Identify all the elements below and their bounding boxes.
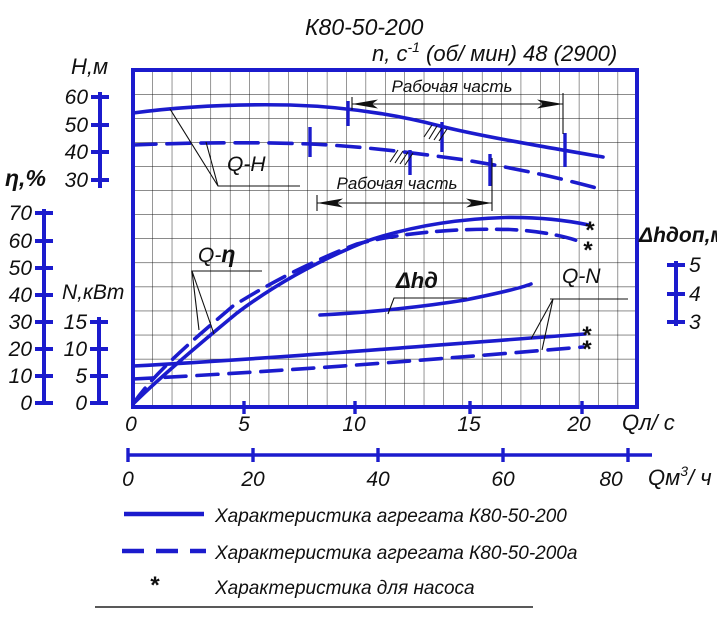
asterisk-n-solid: * <box>581 322 592 349</box>
npsh-axis-label: Δhдоп,м <box>638 224 717 247</box>
h-tick-50: 50 <box>65 114 89 137</box>
h-tick-30: 30 <box>65 169 89 192</box>
x-m3h-axis-label: Qм3/ ч <box>648 463 712 490</box>
working-range-arrow-unit <box>351 93 564 134</box>
working-range-label-mid: Рабочая часть <box>337 174 458 193</box>
npsh-label-leader <box>387 297 467 315</box>
x-m3h-tick-40: 40 <box>366 468 390 491</box>
curve-qeta-unit-a <box>131 227 583 406</box>
x-ls-tick-20: 20 <box>566 413 591 436</box>
pump-curve-asterisks: * * * * <box>581 217 595 363</box>
asterisk-eta-dashed: * <box>582 237 593 264</box>
n-tick-15: 15 <box>64 311 88 334</box>
npsh-tick-5: 5 <box>689 254 701 277</box>
working-range-arrow-unit-a <box>316 158 493 211</box>
n-axis-scale-bar <box>90 317 108 405</box>
eta-axis-label: η,% <box>5 165 46 191</box>
legend-label-unit: Характеристика агрегата К80-50-200 <box>214 506 567 527</box>
n-tick-5: 5 <box>75 365 87 388</box>
eta-tick-20: 20 <box>8 338 33 361</box>
asterisk-eta-solid: * <box>584 217 595 244</box>
x-ls-axis-label: Qл/ с <box>622 410 675 435</box>
eta-tick-50: 50 <box>9 257 33 280</box>
eta-axis-scale-bar <box>35 209 53 405</box>
curve-qh-unit-a <box>131 140 602 191</box>
eta-tick-0: 0 <box>20 392 32 415</box>
curve-qn-unit-a <box>131 345 585 381</box>
qeta-label-leader <box>191 270 262 335</box>
npsh-tick-4: 4 <box>689 283 701 306</box>
legend-asterisk-sample: * <box>149 572 160 599</box>
eta-tick-70: 70 <box>9 202 33 225</box>
curve-npsh <box>318 282 533 317</box>
npsh-axis-scale-bar <box>667 261 685 326</box>
qn-label-leader <box>530 298 628 351</box>
h-axis-label: Н,м <box>71 54 108 79</box>
chart-title-speed: n, c-1 (об/ мин) 48 (2900) <box>372 39 617 66</box>
qn-label: Q-N <box>562 265 601 288</box>
x-m3h-tick-60: 60 <box>491 468 515 491</box>
eta-tick-40: 40 <box>9 284 33 307</box>
eta-tick-10: 10 <box>9 365 33 388</box>
eta-tick-60: 60 <box>9 230 33 253</box>
working-range-markers <box>308 101 567 186</box>
x-ls-tick-5: 5 <box>238 413 250 436</box>
h-tick-40: 40 <box>65 141 89 164</box>
x-m3h-tick-80: 80 <box>599 468 623 491</box>
h-axis-scale-bar <box>91 92 109 188</box>
x-ls-tick-15: 15 <box>457 413 481 436</box>
n-axis-label: N,кВт <box>62 281 124 304</box>
n-tick-10: 10 <box>64 338 88 361</box>
x-ls-tick-0: 0 <box>125 413 137 436</box>
qh-label-leader <box>169 108 300 187</box>
qeta-label: Q-η <box>198 241 235 267</box>
curve-qn-unit <box>131 332 587 368</box>
chart-title-model: К80-50-200 <box>305 14 424 40</box>
nominal-point-hatching <box>389 124 448 166</box>
legend-label-unit-a: Характеристика агрегата К80-50-200а <box>214 543 577 564</box>
legend: Характеристика агрегата К80-50-200 Харак… <box>122 506 577 599</box>
x-m3h-tick-20: 20 <box>240 468 265 491</box>
working-range-label-top: Рабочая часть <box>392 77 513 96</box>
x-ls-tick-10: 10 <box>342 413 366 436</box>
curve-qh-unit <box>131 102 605 159</box>
plot-border <box>131 68 639 409</box>
qh-label: Q-H <box>227 153 266 176</box>
npsh-tick-3: 3 <box>689 311 701 334</box>
asterisk-n-dashed: * <box>581 336 592 363</box>
x-axis-m3h <box>126 448 652 462</box>
x-axis-ls-ticks <box>242 401 584 414</box>
h-tick-60: 60 <box>65 86 89 109</box>
legend-label-pump: Характеристика для насоса <box>214 578 475 599</box>
eta-tick-30: 30 <box>9 311 33 334</box>
x-m3h-tick-0: 0 <box>122 468 134 491</box>
n-tick-0: 0 <box>75 392 87 415</box>
npsh-label: Δhд <box>395 268 438 293</box>
